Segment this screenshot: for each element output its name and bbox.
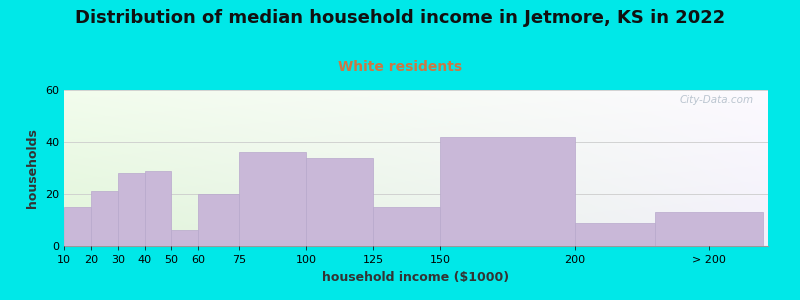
X-axis label: household income ($1000): household income ($1000) bbox=[322, 271, 510, 284]
Bar bbox=[118, 173, 145, 246]
Bar bbox=[171, 230, 198, 246]
Bar bbox=[145, 171, 171, 246]
Bar bbox=[64, 207, 91, 246]
Bar bbox=[198, 194, 238, 246]
Bar bbox=[306, 158, 373, 246]
Bar bbox=[91, 191, 118, 246]
Bar bbox=[440, 137, 574, 246]
Bar bbox=[238, 152, 306, 246]
Text: White residents: White residents bbox=[338, 60, 462, 74]
Bar bbox=[574, 223, 655, 246]
Bar bbox=[373, 207, 440, 246]
Text: City-Data.com: City-Data.com bbox=[680, 95, 754, 105]
Bar bbox=[655, 212, 762, 246]
Text: Distribution of median household income in Jetmore, KS in 2022: Distribution of median household income … bbox=[75, 9, 725, 27]
Y-axis label: households: households bbox=[26, 128, 39, 208]
